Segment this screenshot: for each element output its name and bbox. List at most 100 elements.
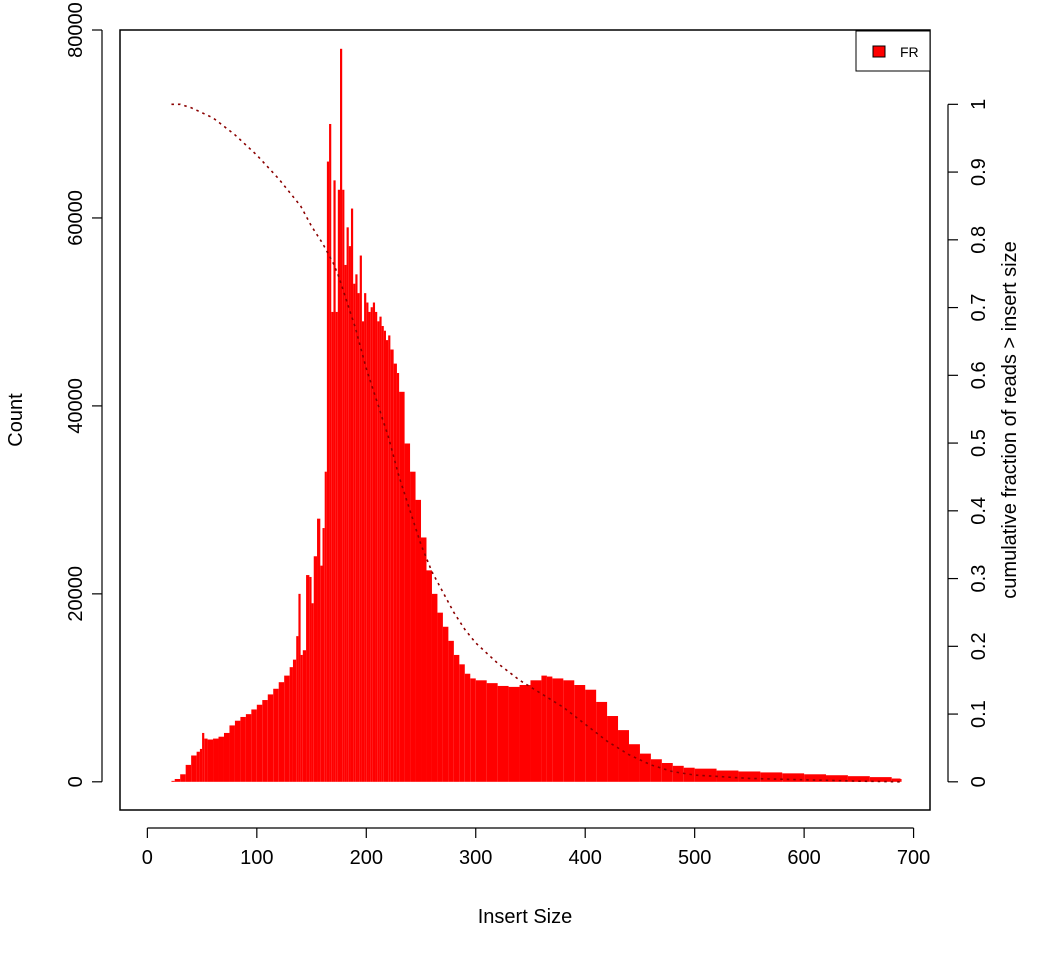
histogram-bar xyxy=(213,738,219,782)
histogram-bar xyxy=(421,537,427,782)
histogram-bar xyxy=(716,770,739,782)
y-tick-label: 20000 xyxy=(65,566,87,622)
x-tick-label: 300 xyxy=(459,847,492,869)
histogram-bar xyxy=(618,730,629,782)
histogram-bar xyxy=(366,302,369,782)
histogram-bar xyxy=(381,326,384,782)
histogram-bar xyxy=(342,189,345,782)
histogram-bar xyxy=(804,774,827,782)
histogram-bar xyxy=(202,732,205,782)
histogram-bar xyxy=(306,575,310,782)
y-tick-label: 0 xyxy=(65,776,87,787)
histogram-bar xyxy=(199,748,203,782)
histogram-bar xyxy=(289,667,293,782)
histogram-bar xyxy=(596,701,608,782)
histogram-bar xyxy=(388,335,391,782)
y2-axis-title: cumulative fraction of reads > insert si… xyxy=(999,241,1021,598)
y2-tick-label: 0 xyxy=(968,776,990,787)
histogram-bar xyxy=(410,471,416,782)
histogram-bar xyxy=(350,208,354,782)
histogram-bar xyxy=(353,283,356,782)
histogram-bar xyxy=(607,716,619,782)
histogram-bar xyxy=(309,576,312,782)
histogram-bar xyxy=(355,274,358,782)
histogram-bar xyxy=(324,471,327,782)
histogram-bar xyxy=(552,678,564,782)
histogram-bar xyxy=(399,391,405,782)
histogram-bar xyxy=(240,716,246,782)
histogram-bar xyxy=(357,293,360,782)
histogram-bar xyxy=(639,753,651,782)
histogram-bar xyxy=(431,593,438,782)
cumulative-fraction-line xyxy=(171,103,901,783)
histogram-bar xyxy=(344,264,347,782)
histogram-bar xyxy=(218,736,224,782)
x-tick-label: 600 xyxy=(787,847,820,869)
histogram-bar xyxy=(519,685,531,782)
histogram-bar xyxy=(223,732,230,782)
histogram-bar xyxy=(585,689,597,782)
y-tick-label: 80000 xyxy=(65,2,87,58)
legend-box xyxy=(855,30,931,72)
y-axis-right: 0 0.1 0.2 0.3 0.4 0.5 0.6 0.7 0.8 0.9 1 xyxy=(947,99,990,787)
histogram-bar xyxy=(229,725,235,782)
histogram-bar xyxy=(278,682,285,782)
histogram-bar xyxy=(459,664,465,782)
histogram-bar xyxy=(313,556,318,782)
histogram-bar xyxy=(245,714,252,782)
histogram-bar xyxy=(694,768,717,782)
y-axis-title: Count xyxy=(5,393,27,447)
histogram-bar xyxy=(672,765,684,782)
y2-tick-label: 0.7 xyxy=(968,294,990,322)
histogram-bar xyxy=(900,778,902,782)
histogram-bar xyxy=(284,675,290,782)
histogram-bar xyxy=(393,363,397,782)
y2-tick-label: 0.5 xyxy=(968,429,990,457)
histogram-bar xyxy=(329,123,332,782)
histogram-bar xyxy=(207,739,214,782)
histogram-bar xyxy=(298,593,301,782)
histogram-bar xyxy=(683,767,695,782)
histogram-bar xyxy=(191,755,197,782)
histogram-bar xyxy=(377,321,380,782)
histogram-bar xyxy=(340,48,343,782)
histogram-bar xyxy=(348,246,351,782)
histogram-bar xyxy=(628,744,640,782)
histogram-bar xyxy=(738,771,761,782)
x-axis-title: Insert Size xyxy=(478,906,572,928)
histogram-bar xyxy=(251,709,257,782)
histogram-bar xyxy=(847,776,870,782)
histogram-bar xyxy=(370,307,373,782)
y-axis-left: 0 20000 40000 60000 80000 xyxy=(65,2,103,787)
histogram-bar xyxy=(331,311,334,782)
plot-frame xyxy=(119,29,931,811)
y2-tick-label: 0.2 xyxy=(968,632,990,660)
histogram-bar xyxy=(302,650,307,782)
y-tick-label: 60000 xyxy=(65,190,87,246)
x-axis: 0 100 200 300 400 500 600 700 xyxy=(142,827,930,869)
cumulative-curve-group xyxy=(171,103,901,783)
histogram-bar xyxy=(333,180,336,782)
histogram-bar xyxy=(326,161,330,782)
legend-label-fr: FR xyxy=(900,44,919,60)
histogram-bar xyxy=(426,570,432,782)
histogram-bar xyxy=(379,316,382,782)
legend-swatch-fr xyxy=(872,45,886,58)
histogram-bar xyxy=(390,349,394,782)
legend: FR xyxy=(855,30,931,72)
histogram-bar xyxy=(385,340,389,782)
y2-tick-label: 0.3 xyxy=(968,565,990,593)
histogram-bar xyxy=(404,443,411,782)
histogram-bar xyxy=(359,255,362,782)
y2-tick-label: 0.6 xyxy=(968,361,990,389)
histogram-bar xyxy=(497,685,509,782)
x-tick-label: 400 xyxy=(569,847,602,869)
histogram-bar xyxy=(322,528,325,782)
histogram-bar xyxy=(437,612,443,782)
histogram-bar xyxy=(372,302,376,782)
histogram-bar xyxy=(368,311,371,782)
histogram-bar xyxy=(311,603,314,782)
histogram-bar xyxy=(530,680,542,782)
histogram-bar xyxy=(361,321,365,782)
